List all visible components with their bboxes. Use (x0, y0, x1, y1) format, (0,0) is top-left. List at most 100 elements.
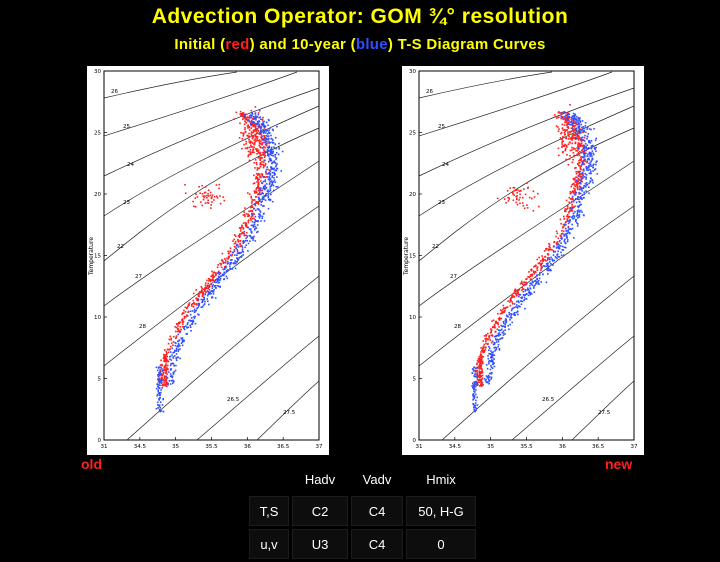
final-ts-point (215, 281, 217, 284)
contour-label: 22 (432, 244, 439, 250)
final-ts-point (543, 265, 545, 267)
final-ts-point (547, 262, 549, 264)
initial-ts-point (170, 342, 173, 345)
final-ts-point (258, 215, 260, 218)
initial-ts-point (572, 191, 575, 193)
initial-ts-point (259, 176, 261, 178)
initial-ts-point (197, 293, 200, 296)
initial-ts-point (255, 128, 257, 130)
initial-ts-point (576, 188, 579, 191)
initial-ts-point (579, 144, 581, 147)
final-ts-point (264, 141, 266, 144)
initial-ts-point (502, 312, 504, 314)
final-ts-point (511, 321, 513, 324)
final-ts-point (181, 341, 184, 343)
final-ts-point (588, 182, 590, 185)
initial-ts-point (576, 154, 579, 157)
initial-ts-point (234, 235, 237, 238)
initial-ts-point (242, 228, 245, 230)
initial-ts-point (511, 295, 513, 298)
initial-ts-point (566, 154, 568, 156)
initial-ts-point (256, 202, 259, 204)
initial-ts-point (576, 134, 579, 137)
initial-ts-point (169, 335, 172, 338)
final-ts-point (252, 116, 255, 118)
final-ts-point (270, 167, 273, 170)
final-ts-point (574, 113, 576, 116)
final-ts-point (531, 281, 534, 283)
final-ts-point (500, 324, 503, 327)
final-ts-point (174, 349, 176, 352)
final-ts-point (507, 324, 509, 327)
initial-ts-point (574, 189, 576, 192)
final-ts-point (258, 116, 260, 119)
final-ts-point (576, 210, 579, 212)
final-ts-point (258, 213, 260, 215)
initial-ts-point (565, 118, 567, 120)
initial-ts-point (188, 302, 191, 304)
final-ts-point (578, 191, 580, 194)
final-ts-point (265, 130, 268, 132)
initial-ts-point (476, 359, 479, 362)
final-ts-point (589, 142, 592, 144)
initial-ts-points (158, 106, 271, 388)
initial-ts-point (581, 160, 583, 163)
final-ts-point (158, 397, 160, 400)
initial-ts-point (248, 129, 251, 131)
initial-ts-point (204, 282, 207, 284)
initial-ts-point (240, 228, 242, 230)
initial-ts-point (170, 337, 172, 340)
final-ts-point (274, 169, 276, 171)
initial-ts-point (256, 177, 258, 179)
final-ts-point (242, 242, 245, 244)
initial-ts-point (498, 316, 501, 319)
density-contour (441, 275, 635, 441)
final-ts-point (568, 228, 570, 230)
initial-ts-point (212, 276, 214, 279)
initial-ts-point (260, 140, 262, 142)
final-ts-point (592, 181, 594, 184)
initial-ts-point (244, 147, 247, 150)
contour-label: 28 (454, 324, 461, 330)
final-ts-point (510, 313, 512, 315)
final-ts-point (562, 254, 565, 256)
initial-ts-point (244, 128, 246, 131)
final-ts-point (257, 220, 259, 222)
initial-ts-point (239, 227, 241, 229)
final-ts-point (169, 351, 172, 353)
final-ts-point (560, 111, 563, 114)
final-ts-point (168, 380, 171, 382)
initial-ts-point (242, 113, 245, 116)
final-ts-point (159, 374, 162, 376)
final-ts-point (265, 168, 268, 171)
final-ts-point (179, 348, 181, 350)
initial-ts-point (484, 346, 486, 349)
initial-ts-point (248, 159, 251, 162)
subtitle-post: ) T-S Diagram Curves (387, 36, 546, 53)
initial-ts-point (574, 181, 576, 183)
final-ts-point (241, 244, 243, 247)
final-ts-point (251, 113, 254, 115)
final-ts-point (593, 169, 596, 171)
final-ts-point (579, 204, 581, 206)
initial-ts-point (252, 129, 255, 132)
initial-ts-point (210, 197, 213, 199)
final-ts-point (585, 174, 588, 176)
final-ts-point (262, 192, 264, 195)
final-ts-point (580, 203, 582, 206)
initial-ts-point (541, 257, 544, 260)
initial-ts-point (247, 150, 250, 153)
final-ts-point (588, 157, 590, 160)
initial-ts-point (548, 242, 550, 245)
initial-ts-point (263, 128, 266, 130)
contour-label: 27.5 (283, 410, 296, 416)
final-ts-point (583, 130, 585, 133)
final-ts-point (235, 260, 237, 263)
initial-ts-point (162, 373, 164, 375)
final-ts-point (511, 313, 513, 315)
final-ts-point (270, 166, 272, 168)
final-ts-point (589, 181, 592, 183)
final-ts-point (166, 377, 169, 379)
initial-ts-point (552, 249, 555, 252)
initial-ts-point (519, 196, 521, 199)
